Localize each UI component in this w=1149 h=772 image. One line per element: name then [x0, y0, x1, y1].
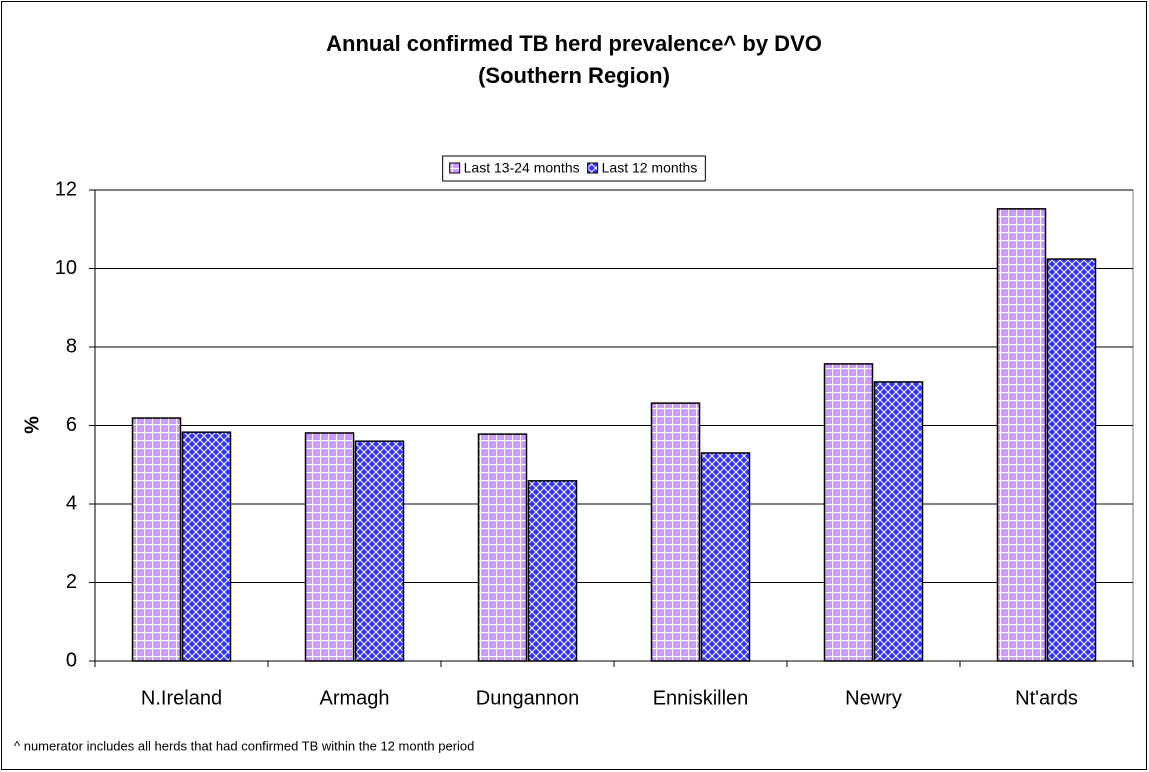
bar: [996, 208, 1047, 662]
x-tick-label: Enniskillen: [653, 687, 749, 709]
x-tick-label: Nt'ards: [1015, 687, 1078, 709]
bar: [650, 402, 701, 662]
bar: [131, 417, 182, 662]
y-tick-label: 10: [55, 257, 77, 279]
x-tick-label: Dungannon: [476, 687, 579, 709]
legend-label: Last 13-24 months: [464, 160, 580, 176]
bar: [873, 381, 924, 662]
y-axis-label: %: [21, 416, 43, 434]
x-tick-label: N.Ireland: [141, 687, 222, 709]
x-tick-label: Newry: [845, 687, 902, 709]
y-tick-label: 4: [66, 492, 77, 514]
y-tick-label: 8: [66, 335, 77, 357]
bar: [823, 363, 874, 662]
bar: [527, 480, 578, 662]
y-tick-label: 2: [66, 571, 77, 593]
legend-box: [442, 155, 706, 182]
chart-title: (Southern Region): [478, 63, 670, 88]
y-tick-label: 6: [66, 414, 77, 436]
chart-title: Annual confirmed TB herd prevalence^ by …: [326, 31, 822, 56]
legend-swatch: [449, 162, 461, 174]
x-tick-label: Armagh: [319, 687, 389, 709]
bar: [354, 440, 405, 662]
legend-swatch: [587, 162, 599, 174]
bar: [181, 431, 232, 662]
bar: [1046, 258, 1097, 662]
legend-label: Last 12 months: [602, 160, 698, 176]
bar: [477, 433, 528, 662]
footnote: ^ numerator includes all herds that had …: [14, 738, 474, 753]
y-tick-label: 12: [55, 178, 77, 200]
bar: [304, 432, 355, 662]
legend: Last 13-24 months Last 12 months: [442, 155, 706, 182]
bar: [700, 452, 751, 662]
y-tick-label: 0: [66, 649, 77, 671]
